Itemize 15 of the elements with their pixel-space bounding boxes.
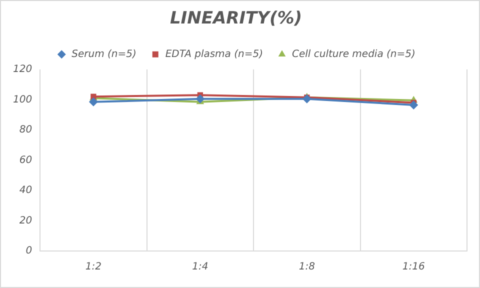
y-tick-label: 20 [19,215,32,226]
x-tick-label: 1:4 [192,262,208,273]
y-tick-label: 0 [26,246,32,257]
legend-label: EDTA plasma (n=5) [165,48,263,60]
y-tick-label: 100 [12,94,32,106]
x-tick-label: 1:16 [402,262,425,273]
y-tick-label: 120 [12,64,32,75]
legend-label: Cell culture media (n=5) [292,48,416,60]
chart-title: LINEARITY(%) [170,8,302,29]
y-tick-label: 40 [19,185,32,196]
y-tick-label: 60 [19,154,32,166]
x-tick-label: 1:2 [85,262,102,273]
x-tick-label: 1:8 [298,262,315,273]
y-tick-label: 80 [19,124,32,136]
legend-label: Serum (n=5) [72,48,136,60]
